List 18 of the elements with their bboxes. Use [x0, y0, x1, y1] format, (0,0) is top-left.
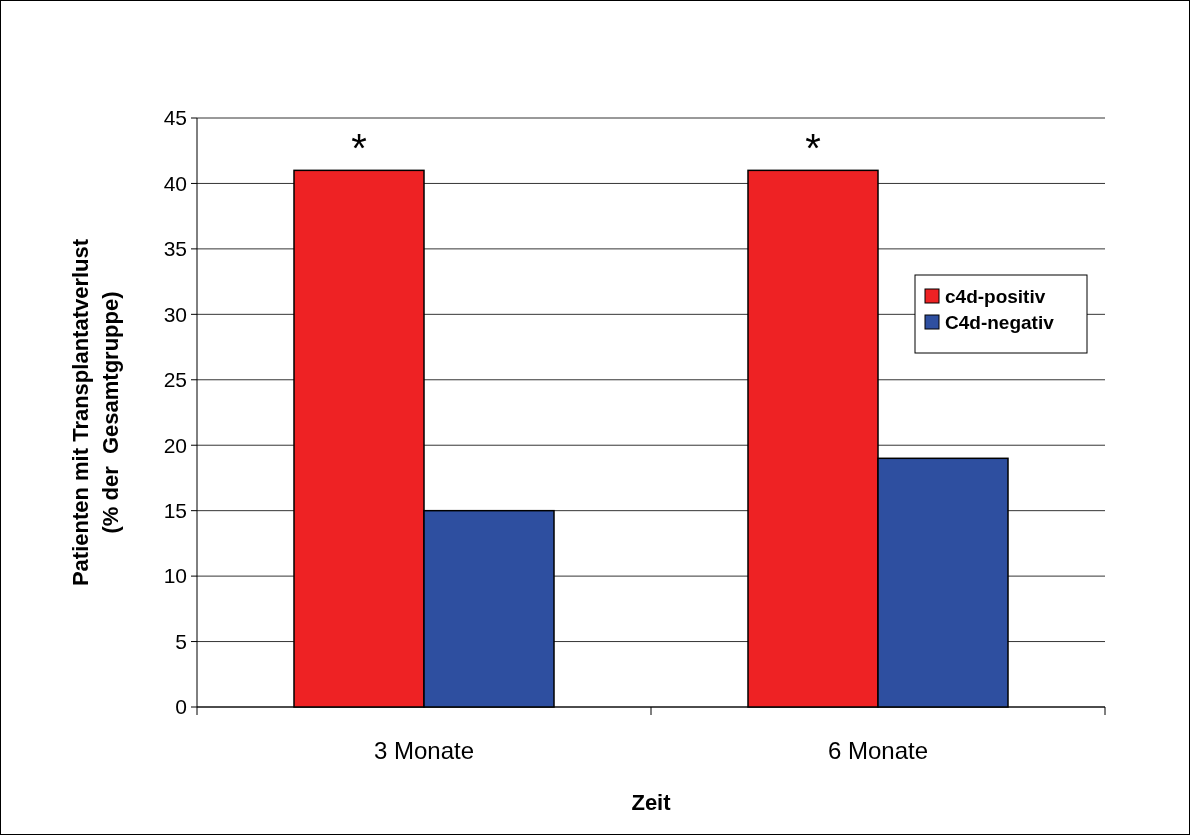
y-tick-label: 45: [163, 106, 187, 130]
y-tick-label: 10: [163, 564, 187, 588]
y-tick-label: 35: [163, 237, 187, 261]
y-tick-label: 0: [175, 695, 187, 719]
legend-label: C4d-negativ: [945, 311, 1055, 333]
y-tick-label: 30: [163, 302, 187, 326]
x-axis-title: Zeit: [631, 790, 672, 815]
legend-label: c4d-positiv: [945, 285, 1046, 307]
y-tick-label: 15: [163, 499, 187, 523]
x-tick-label: 6 Monate: [827, 737, 929, 764]
annotation: *: [351, 126, 367, 171]
y-tick-label: 5: [175, 629, 187, 653]
y-tick-label: 25: [163, 368, 187, 392]
annotation: *: [805, 126, 821, 171]
y-tick-label: 40: [163, 171, 187, 195]
y-axis-title: Patienten mit Transplantatverlust (% der Gesamtgruppe): [68, 238, 123, 587]
x-tick-label: 3 Monate: [373, 737, 475, 764]
y-tick-label: 20: [163, 433, 187, 457]
